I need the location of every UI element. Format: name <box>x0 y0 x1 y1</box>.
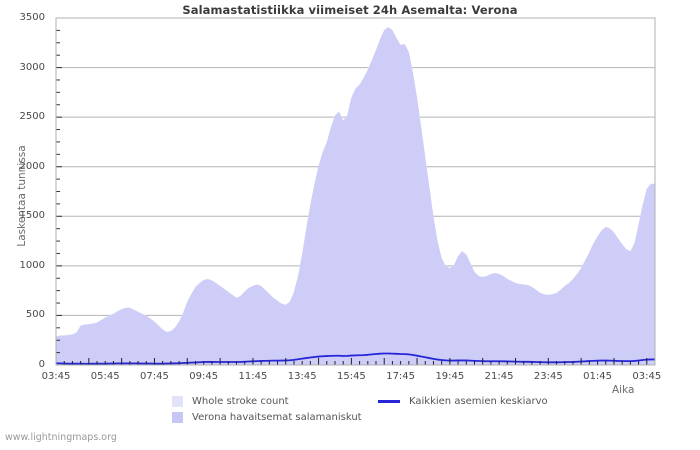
x-tick-label: 03:45 <box>41 371 71 382</box>
x-tick-label: 23:45 <box>533 371 563 382</box>
legend-item[interactable]: Verona havaitsemat salamaniskut <box>172 412 362 423</box>
legend-color-swatch <box>172 412 183 423</box>
y-tick-label: 3500 <box>19 12 45 23</box>
legend-item[interactable]: Kaikkien asemien keskiarvo <box>378 396 548 407</box>
y-tick-label: 1000 <box>19 259 45 271</box>
x-tick-label: 03:45 <box>632 371 662 382</box>
x-tick-label: 17:45 <box>386 371 416 382</box>
y-tick-label: 1500 <box>19 210 45 222</box>
chart-legend: Whole stroke count Verona havaitsemat sal… <box>0 394 700 428</box>
plot-frame <box>55 17 656 366</box>
x-tick-label: 15:45 <box>336 371 366 382</box>
legend-label: Verona havaitsemat salamaniskut <box>192 412 362 423</box>
axis-ticks <box>55 17 656 366</box>
y-tick-label: 2500 <box>19 111 45 123</box>
y-tick-label: 2000 <box>19 160 45 172</box>
source-url: www.lightningmaps.org <box>5 432 117 443</box>
legend-label: Whole stroke count <box>192 396 289 407</box>
y-axis-title: Laskentaa tunnissa <box>16 145 28 247</box>
x-tick-label: 01:45 <box>583 371 612 382</box>
legend-line-swatch <box>378 400 400 403</box>
data-series <box>55 26 655 365</box>
x-tick-label: 21:45 <box>484 371 514 382</box>
x-tick-label: 19:45 <box>435 371 465 382</box>
y-tick-label: 0 <box>38 359 45 370</box>
legend-label: Kaikkien asemien keskiarvo <box>409 396 548 407</box>
x-tick-label: 07:45 <box>140 371 169 382</box>
page-title: Salamastatistiikka viimeiset 24h Asemalt… <box>182 3 518 17</box>
x-tick-label: 13:45 <box>287 371 317 382</box>
y-tick-label: 3000 <box>19 61 45 73</box>
legend-item[interactable]: Whole stroke count <box>172 396 289 407</box>
x-tick-label: 11:45 <box>238 371 268 382</box>
x-axis-title: Aika <box>612 384 635 396</box>
y-tick-label: 500 <box>25 309 45 321</box>
x-tick-label: 09:45 <box>189 371 219 382</box>
x-tick-label: 05:45 <box>90 371 120 382</box>
legend-color-swatch <box>172 396 183 407</box>
